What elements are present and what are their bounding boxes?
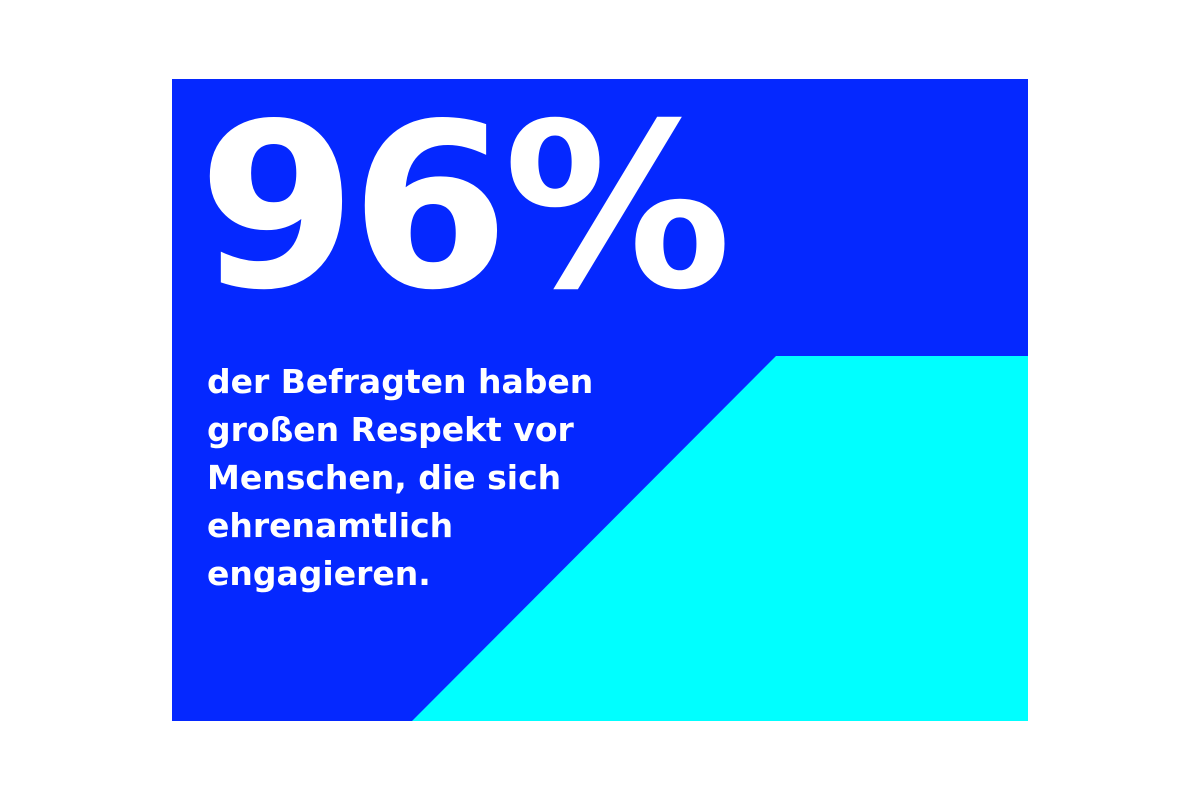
statistic-caption: der Befragten haben großen Respekt vor M… [207,358,727,598]
statistic-value: 96% [198,79,732,340]
statistic-card: 96% der Befragten haben großen Respekt v… [172,79,1028,721]
card-background [172,79,1028,721]
cyan-diagonal-shape [412,356,1028,721]
caption-line: Menschen, die sich [207,458,562,497]
caption-line: großen Respekt vor [207,410,574,449]
caption-line: der Befragten haben [207,362,594,401]
caption-line: engagieren. [207,554,431,593]
caption-line: ehrenamtlich [207,506,454,545]
